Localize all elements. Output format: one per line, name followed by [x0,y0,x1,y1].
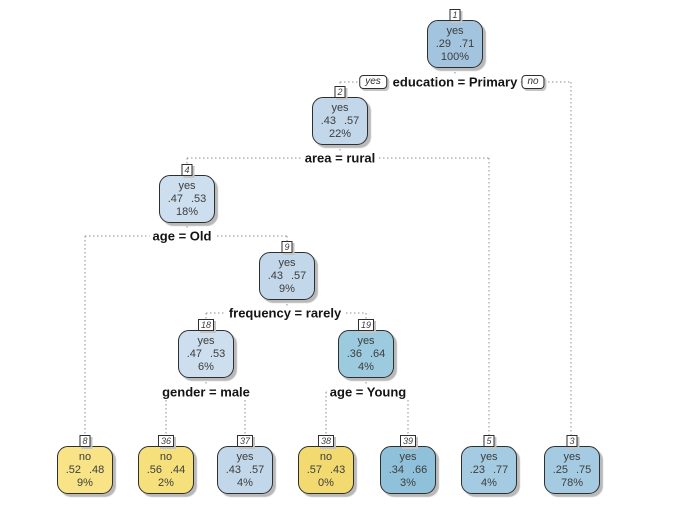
node-class: no [319,450,333,463]
prob-no: .29 [435,37,451,50]
prob-yes: .75 [576,463,592,476]
node-number-9: 9 [281,241,293,253]
node-percent: 4% [237,476,253,489]
node-number-8: 8 [79,435,91,447]
tree-node-18: 18 yes .47 .53 6% [178,319,234,378]
prob-no: .23 [469,463,485,476]
node-percent: 9% [77,476,93,489]
split-label-area: area = rural [301,150,379,166]
prob-no: .25 [552,463,568,476]
tree-node-4: 4 yes .47 .53 18% [159,164,215,223]
node-percent: 2% [158,476,174,489]
tree-leaf-37: 37 yes .43 .57 4% [217,435,273,494]
tree-node-2: 2 yes .43 .57 22% [312,86,368,145]
split-label-gender: gender = male [159,384,253,400]
prob-yes: .66 [412,463,428,476]
node-class: yes [331,101,349,114]
prob-yes: .53 [210,347,226,360]
prob-no: .47 [167,192,183,205]
prob-yes: .57 [291,269,307,282]
node-number-2: 2 [334,86,346,98]
node-number-3: 3 [566,435,578,447]
prob-yes: .43 [330,463,346,476]
node-percent: 22% [328,127,352,140]
node-percent: 0% [318,476,334,489]
tree-node-9: 9 yes .43 .57 9% [259,241,315,300]
node-number-37: 37 [236,435,254,447]
node-percent: 100% [440,50,470,63]
split-label-age-old: age = Old [149,228,215,244]
node-number-36: 36 [157,435,175,447]
prob-yes: .53 [191,192,207,205]
node-number-19: 19 [357,319,375,331]
node-number-4: 4 [181,164,193,176]
node-number-5: 5 [483,435,495,447]
tree-leaf-39: 39 yes .34 .66 3% [380,435,436,494]
prob-no: .52 [65,463,81,476]
prob-yes: .48 [89,463,105,476]
prob-yes: .44 [170,463,186,476]
node-number-1: 1 [449,9,461,21]
node-class: yes [278,256,296,269]
tree-leaf-5: 5 yes .23 .77 4% [461,435,517,494]
node-class: yes [446,24,464,37]
node-class: yes [480,450,498,463]
node-percent: 78% [560,476,584,489]
prob-yes: .57 [344,114,360,127]
node-number-38: 38 [317,435,335,447]
prob-no: .43 [225,463,241,476]
node-percent: 9% [279,282,295,295]
node-number-18: 18 [197,319,215,331]
node-class: yes [197,334,215,347]
tree-leaf-8: 8 no .52 .48 9% [57,435,113,494]
split-label-frequency: frequency = rarely [225,305,345,321]
node-class: no [78,450,92,463]
branch-no-tag: no [521,75,545,89]
node-class: yes [236,450,254,463]
prob-no: .43 [267,269,283,282]
node-percent: 4% [481,476,497,489]
prob-no: .34 [388,463,404,476]
node-class: yes [178,179,196,192]
node-percent: 4% [358,360,374,373]
prob-no: .43 [320,114,336,127]
node-number-39: 39 [399,435,417,447]
tree-leaf-36: 36 no .56 .44 2% [138,435,194,494]
prob-yes: .77 [493,463,509,476]
tree-leaf-3: 3 yes .25 .75 78% [544,435,600,494]
prob-yes: .57 [249,463,265,476]
prob-no: .36 [346,347,362,360]
prob-no: .56 [146,463,162,476]
split-label-education: education = Primary [389,74,521,90]
node-class: yes [563,450,581,463]
prob-yes: .71 [459,37,475,50]
tree-leaf-38: 38 no .57 .43 0% [298,435,354,494]
node-class: no [159,450,173,463]
split-label-age-young: age = Young [326,384,410,400]
prob-no: .57 [306,463,322,476]
tree-node-19: 19 yes .36 .64 4% [338,319,394,378]
node-class: yes [399,450,417,463]
prob-yes: .64 [370,347,386,360]
tree-node-1: 1 yes .29 .71 100% [427,9,483,68]
node-percent: 6% [198,360,214,373]
branch-yes-tag: yes [359,75,387,89]
node-percent: 3% [400,476,416,489]
prob-no: .47 [186,347,202,360]
node-percent: 18% [175,205,199,218]
node-class: yes [357,334,375,347]
